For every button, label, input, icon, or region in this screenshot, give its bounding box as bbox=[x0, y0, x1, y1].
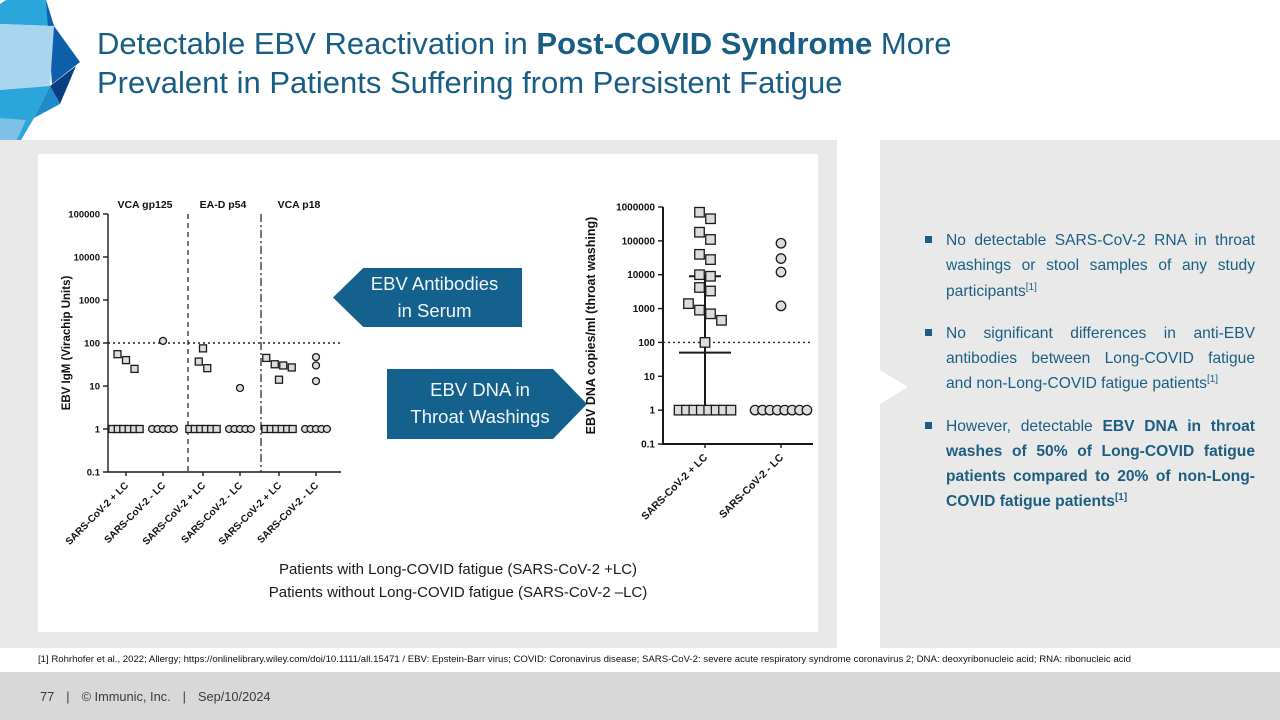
svg-text:SARS-CoV-2 + LC: SARS-CoV-2 + LC bbox=[64, 480, 131, 547]
svg-text:VCA p18: VCA p18 bbox=[278, 199, 321, 211]
svg-text:VCA gp125: VCA gp125 bbox=[117, 199, 172, 211]
bullet-item: No detectable SARS-CoV-2 RNA in throat w… bbox=[925, 228, 1255, 304]
svg-text:SARS-CoV-2 - LC: SARS-CoV-2 - LC bbox=[180, 480, 246, 546]
reference-footnote: [1] Rohrhofer et al., 2022; Allergy; htt… bbox=[38, 654, 1131, 665]
svg-text:EA-D p54: EA-D p54 bbox=[200, 199, 247, 211]
bullet-square-icon bbox=[925, 328, 932, 336]
svg-text:10: 10 bbox=[644, 372, 656, 383]
svg-text:EBV DNA copies/ml (throat wash: EBV DNA copies/ml (throat washing) bbox=[584, 217, 598, 435]
svg-text:SARS-CoV-2 - LC: SARS-CoV-2 - LC bbox=[256, 480, 322, 546]
footer-date: Sep/10/2024 bbox=[197, 688, 271, 704]
svg-text:10000: 10000 bbox=[627, 270, 655, 281]
callout-ebv-dna: EBV DNA in Throat Washings bbox=[387, 369, 587, 439]
slide-title: Detectable EBV Reactivation in Post-COVI… bbox=[97, 24, 1217, 103]
throat-dna-chart: 10000001000001000010001001010.1SARS-CoV-… bbox=[584, 203, 813, 523]
svg-text:100000: 100000 bbox=[68, 210, 100, 221]
svg-text:100: 100 bbox=[638, 338, 655, 349]
svg-text:SARS-CoV-2 - LC: SARS-CoV-2 - LC bbox=[717, 451, 786, 520]
title-bold-phrase: Post-COVID Syndrome bbox=[536, 26, 873, 61]
svg-text:10: 10 bbox=[89, 382, 100, 393]
svg-text:10000: 10000 bbox=[74, 253, 100, 264]
serum-antibody-chart: 100000 10000 1000 100 10 1 0.1 VCA gp125 EA-D p5… bbox=[61, 199, 341, 548]
footer-text: 77 | © Immunic, Inc. | Sep/10/2024 bbox=[40, 672, 271, 720]
footer-separator: | bbox=[182, 688, 186, 704]
caption-line1: Patients with Long-COVID fatigue (SARS-C… bbox=[278, 561, 638, 578]
corner-gem-decoration bbox=[0, 0, 80, 155]
footer-bar: 77 | © Immunic, Inc. | Sep/10/2024 Immun… bbox=[0, 672, 1280, 720]
chevron-pointer-icon bbox=[865, 361, 908, 413]
chart-caption: Patients with Long-COVID fatigue (SARS-C… bbox=[98, 558, 818, 605]
svg-text:100: 100 bbox=[84, 339, 100, 350]
title-line1: Detectable EBV Reactivation in Post-COVI… bbox=[97, 26, 952, 61]
svg-text:SARS-CoV-2 - LC: SARS-CoV-2 - LC bbox=[103, 480, 169, 546]
svg-text:100000: 100000 bbox=[622, 236, 656, 247]
svg-text:1000000: 1000000 bbox=[616, 203, 655, 214]
svg-text:SARS-CoV-2 + LC: SARS-CoV-2 + LC bbox=[639, 451, 710, 522]
svg-text:SARS-CoV-2 + LC: SARS-CoV-2 + LC bbox=[141, 480, 208, 547]
svg-text:EBV IgM (Virachip Units): EBV IgM (Virachip Units) bbox=[61, 276, 73, 411]
copyright-text: © Immunic, Inc. bbox=[81, 688, 171, 704]
footer-separator: | bbox=[66, 688, 70, 704]
page-number: 77 bbox=[40, 688, 55, 704]
bullet-square-icon bbox=[925, 421, 932, 429]
svg-text:1: 1 bbox=[95, 425, 101, 436]
svg-text:SARS-CoV-2 + LC: SARS-CoV-2 + LC bbox=[217, 480, 284, 547]
bullet-item: However, detectable EBV DNA in throat wa… bbox=[925, 414, 1255, 515]
title-line2: Prevalent in Patients Suffering from Per… bbox=[97, 65, 843, 101]
bullet-square-icon bbox=[925, 236, 932, 243]
svg-text:0.1: 0.1 bbox=[87, 468, 101, 479]
svg-text:0.1: 0.1 bbox=[641, 440, 655, 451]
caption-line2: Patients without Long-COVID fatigue (SAR… bbox=[268, 584, 648, 602]
bullet-item: No significant differences in anti-EBV a… bbox=[925, 321, 1255, 397]
svg-text:1000: 1000 bbox=[79, 296, 100, 307]
summary-bullet-list: No detectable SARS-CoV-2 RNA in throat w… bbox=[925, 228, 1255, 532]
svg-text:1000: 1000 bbox=[633, 304, 656, 315]
callout-ebv-antibodies: EBV Antibodies in Serum bbox=[333, 268, 522, 327]
summary-panel bbox=[880, 140, 1280, 648]
svg-text:1: 1 bbox=[649, 406, 655, 417]
